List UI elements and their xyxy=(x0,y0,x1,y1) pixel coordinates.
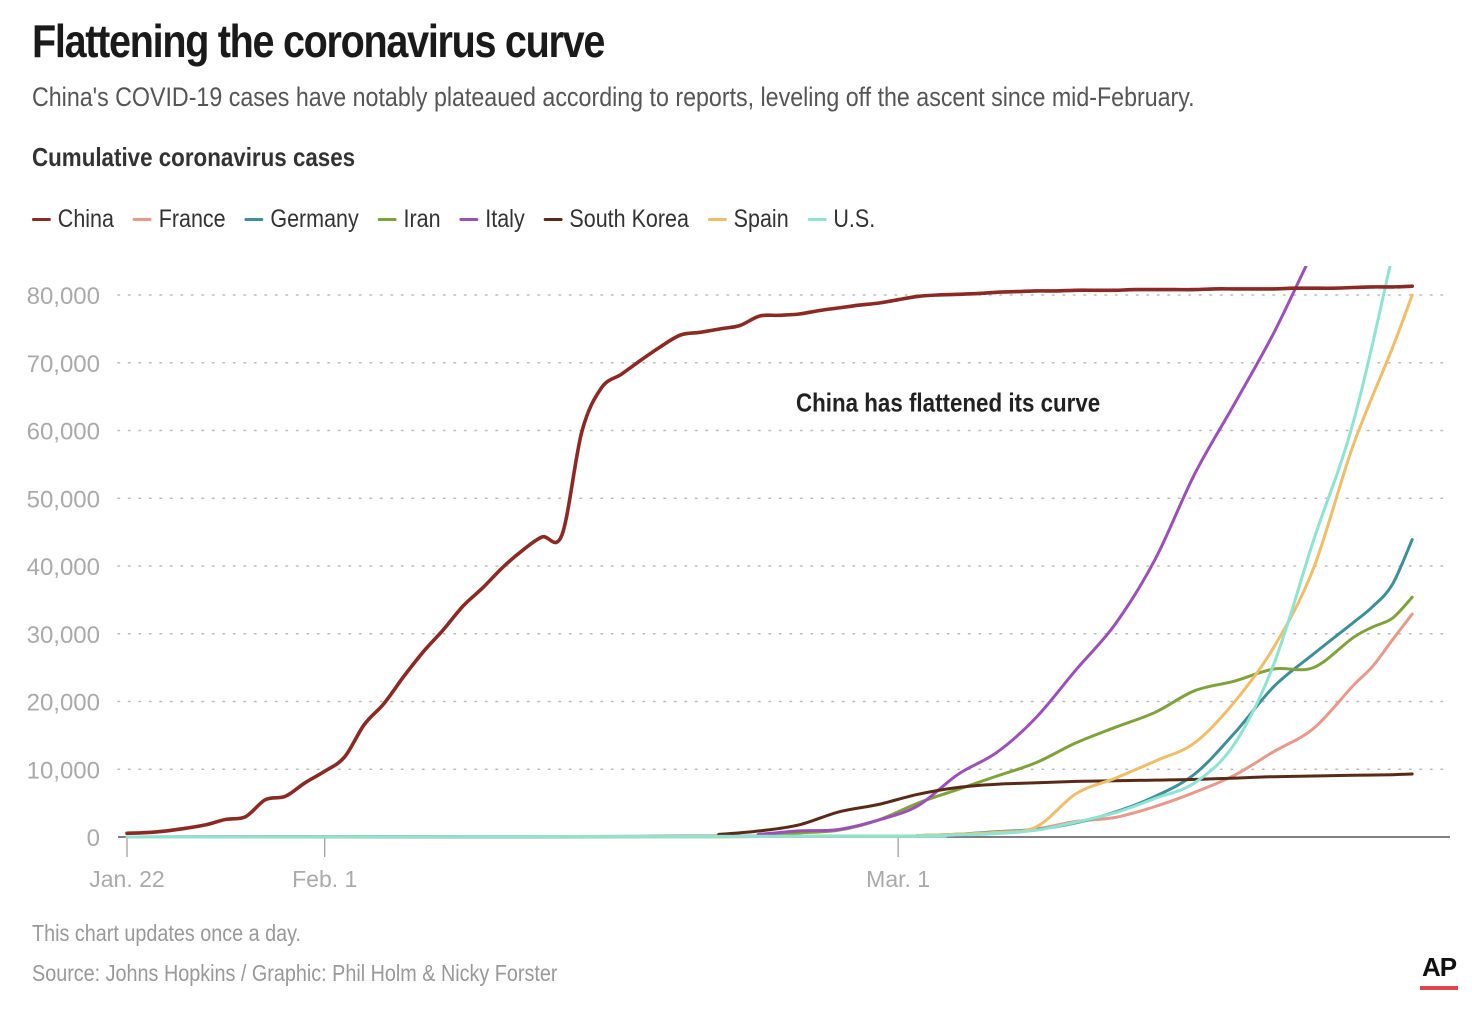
y-tick-label: 0 xyxy=(87,825,100,852)
y-tick-label: 80,000 xyxy=(27,283,100,310)
y-tick-label: 40,000 xyxy=(27,554,100,581)
axis-layer: 0 10,000 20,000 30,000 40,000 50,000 60,000 70,… xyxy=(27,283,1450,892)
x-tick-label: Feb. 1 xyxy=(292,866,357,892)
series-line-france xyxy=(125,612,1414,839)
ap-logo-bar xyxy=(1420,986,1458,990)
x-tick-label: Mar. 1 xyxy=(866,866,930,892)
chart-note: This chart updates once a day. xyxy=(32,920,302,946)
legend-swatch xyxy=(807,217,827,221)
y-tick-label: 70,000 xyxy=(27,351,100,378)
y-tick-label: 30,000 xyxy=(27,622,100,649)
chart-source: Source: Johns Hopkins / Graphic: Phil Ho… xyxy=(32,960,558,986)
series-line-germany xyxy=(125,538,1414,839)
legend-label: Italy xyxy=(485,204,525,233)
series-layer xyxy=(125,266,1414,839)
legend-swatch xyxy=(132,217,152,221)
legend-label: China xyxy=(57,204,114,233)
ap-logo: AP xyxy=(1420,952,1458,990)
legend: China France Germany Iran Italy South Ko… xyxy=(32,202,894,236)
series-line-china xyxy=(125,284,1414,836)
grid-layer xyxy=(117,294,1451,771)
series-line-u-s xyxy=(125,266,1392,839)
legend-item-italy: Italy xyxy=(459,204,525,234)
legend-item-iran: Iran xyxy=(377,204,441,234)
legend-label: Germany xyxy=(270,204,359,233)
legend-label: Iran xyxy=(403,204,441,233)
chart-annotation: China has flattened its curve xyxy=(796,389,1100,418)
line-chart: 0 10,000 20,000 30,000 40,000 50,000 60,000 70,… xyxy=(27,266,1451,892)
x-tick-label: Jan. 22 xyxy=(89,866,164,892)
legend-label: South Korea xyxy=(569,204,689,233)
chart-subtitle: China's COVID-19 cases have notably plat… xyxy=(32,82,1195,112)
legend-item-us: U.S. xyxy=(807,204,876,234)
legend-swatch xyxy=(32,217,51,221)
legend-item-france: France xyxy=(132,204,226,234)
legend-label: Spain xyxy=(733,204,789,233)
y-tick-label: 50,000 xyxy=(27,486,100,513)
y-tick-label: 60,000 xyxy=(27,419,100,446)
legend-swatch xyxy=(459,217,479,221)
legend-item-germany: Germany xyxy=(244,204,359,234)
legend-swatch xyxy=(244,217,264,221)
y-tick-label: 10,000 xyxy=(27,757,100,784)
legend-swatch xyxy=(707,217,727,221)
legend-item-china: China xyxy=(32,205,114,234)
ap-logo-text: AP xyxy=(1421,952,1457,982)
legend-item-spain: Spain xyxy=(707,204,789,234)
legend-label: France xyxy=(158,204,226,233)
legend-swatch xyxy=(377,217,397,221)
chart-title: Flattening the coronavirus curve xyxy=(32,15,605,67)
legend-label: U.S. xyxy=(833,204,876,233)
chart-label: Cumulative coronavirus cases xyxy=(32,142,356,172)
y-tick-label: 20,000 xyxy=(27,690,100,717)
legend-item-south-korea: South Korea xyxy=(543,204,689,234)
legend-swatch xyxy=(543,217,563,221)
